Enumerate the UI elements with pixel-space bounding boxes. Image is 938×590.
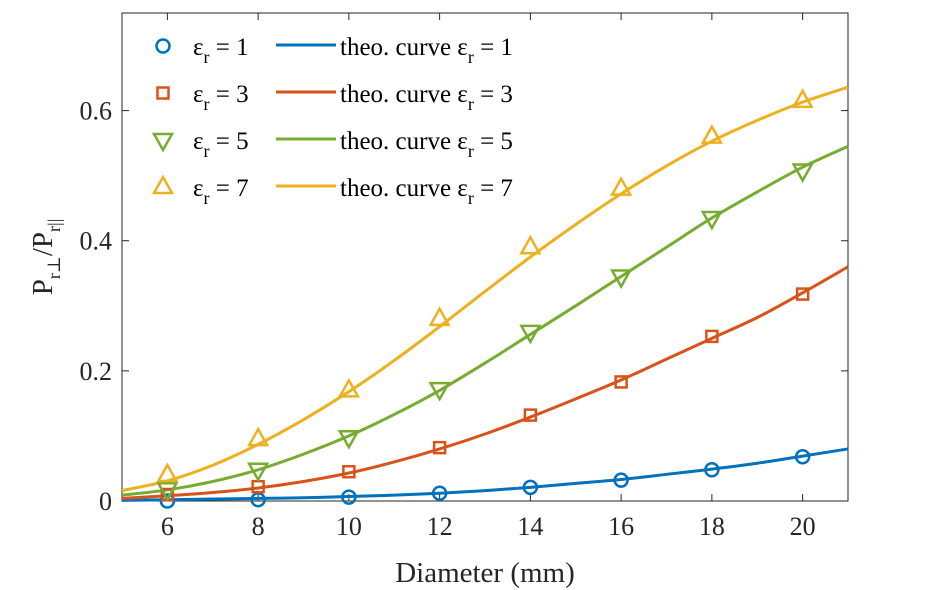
x-tick-label: 8 — [252, 512, 265, 541]
theory-curve-line — [121, 85, 849, 493]
data-point-marker — [704, 462, 720, 478]
plot-area — [121, 12, 849, 502]
y-tick-label: 0 — [99, 487, 112, 516]
legend-marker — [155, 38, 171, 54]
legend-label: εr = 5 — [193, 128, 249, 161]
data-point-marker — [337, 377, 361, 398]
data-point-marker — [700, 210, 724, 231]
legend-label: εr = 3 — [193, 81, 249, 114]
data-point-marker — [342, 464, 356, 479]
legend-curve-label: theo. curve εr = 5 — [340, 128, 513, 161]
data-point-marker — [613, 472, 629, 488]
data-point-marker — [795, 287, 810, 301]
data-point-marker — [705, 329, 719, 344]
legend-marker — [151, 174, 175, 195]
theory-curve-line — [121, 447, 849, 502]
legend-label: εr = 7 — [193, 175, 249, 208]
x-tick-label: 6 — [161, 512, 174, 541]
data-point-marker — [156, 462, 179, 483]
y-tick-label: 0.2 — [80, 357, 113, 386]
x-axis: 6 8 10 12 14 16 18 20 — [161, 13, 816, 541]
data-point-marker — [431, 485, 448, 501]
data-point-marker — [522, 479, 539, 496]
x-tick-label: 10 — [336, 512, 362, 541]
y-tick-label: 0.6 — [80, 97, 113, 126]
data-point-marker — [341, 489, 357, 505]
data-point-marker — [519, 324, 542, 345]
theory-curves — [121, 85, 849, 502]
data-point-marker — [791, 88, 814, 109]
data-point-marker — [519, 234, 542, 255]
legend-marker — [151, 132, 175, 153]
theory-curve-line — [121, 265, 849, 500]
x-tick-label: 18 — [699, 512, 725, 541]
x-tick-label: 20 — [790, 512, 816, 541]
data-point-marker — [337, 429, 361, 450]
legend-label: εr = 1 — [193, 34, 249, 67]
legend-curve-label: theo. curve εr = 3 — [340, 81, 513, 114]
x-tick-label: 16 — [608, 512, 634, 541]
data-point-marker — [156, 482, 179, 502]
data-point-marker — [700, 124, 724, 144]
y-axis: 0 0.2 0.4 0.6 — [80, 97, 848, 516]
legend-marker — [156, 86, 170, 100]
legend-curve-label: theo. curve εr = 1 — [340, 34, 513, 67]
data-point-marker — [614, 375, 628, 389]
data-point-marker — [609, 176, 633, 196]
data-point-marker — [791, 163, 814, 184]
theory-curve-line — [121, 145, 849, 497]
data-point-marker — [428, 306, 451, 327]
data-point-marker — [609, 269, 633, 290]
x-tick-label: 14 — [517, 512, 543, 541]
data-point-marker — [523, 408, 538, 422]
x-axis-label: Diameter (mm) — [395, 557, 575, 589]
y-tick-label: 0.4 — [80, 227, 113, 256]
data-point-marker — [794, 449, 811, 465]
data-point-marker — [428, 381, 451, 402]
legend: εr = 1 theo. curve εr = 1 εr = 3 theo. curv… — [151, 34, 513, 208]
legend-curve-label: theo. curve εr = 7 — [340, 175, 513, 208]
y-axis-label: Pr⊥/Pr|| — [27, 219, 64, 295]
x-tick-label: 12 — [427, 512, 453, 541]
data-point-marker — [246, 462, 270, 483]
data-point-marker — [432, 440, 447, 455]
data-markers — [156, 88, 814, 509]
data-point-marker — [246, 426, 270, 447]
